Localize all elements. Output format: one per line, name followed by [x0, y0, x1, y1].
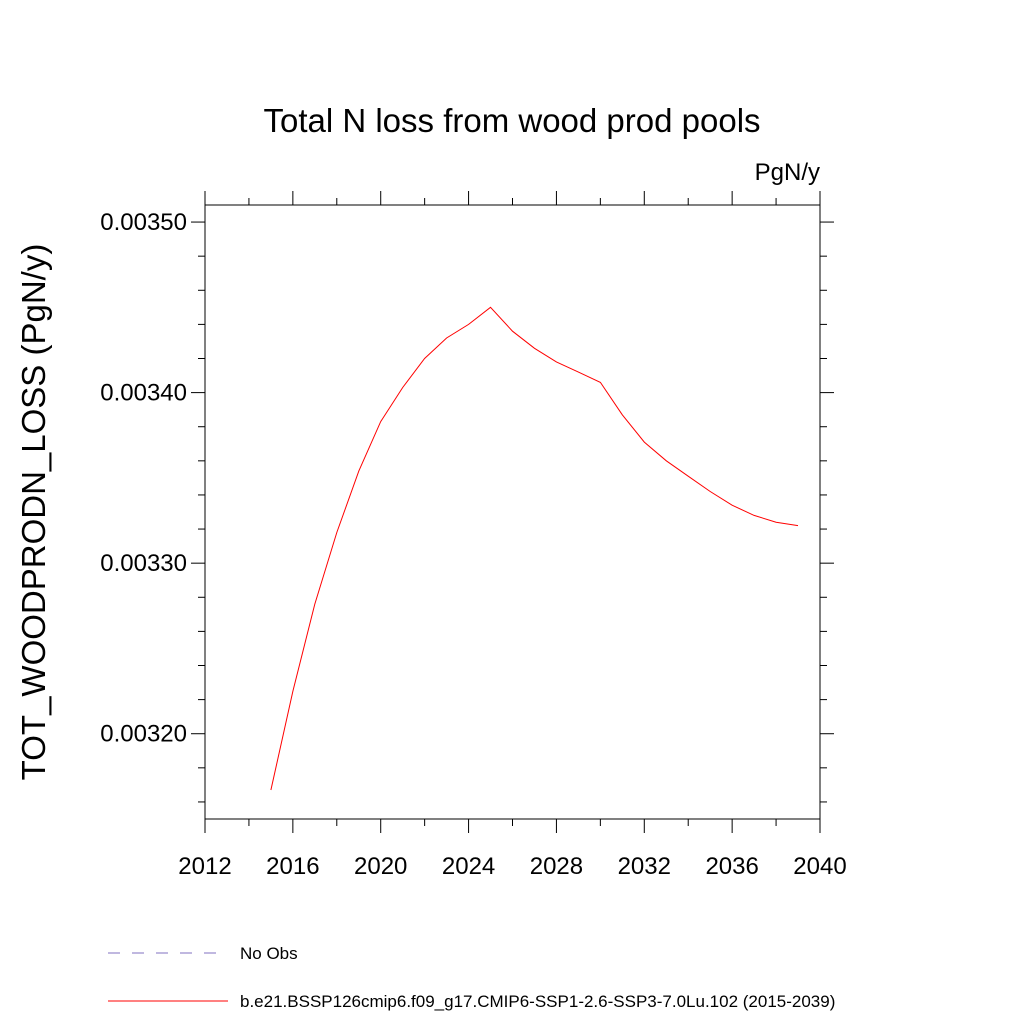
- x-tick-label: 2024: [442, 853, 495, 880]
- x-axis-tick-labels: 2012 2016 2020 2024 2028 2032 2036 2040: [178, 853, 846, 880]
- x-tick-label: 2012: [178, 853, 231, 880]
- x-axis-ticks: [204, 191, 821, 833]
- y-tick-label: 0.00340: [100, 380, 187, 407]
- y-tick-label: 0.00330: [100, 550, 187, 577]
- plot-frame: [204, 204, 821, 820]
- chart-title: Total N loss from wood prod pools: [263, 102, 760, 139]
- y-axis-label: TOT_WOODPRODN_LOSS (PgN/y): [15, 244, 52, 781]
- x-tick-label: 2040: [793, 853, 846, 880]
- y-tick-label: 0.00350: [100, 209, 187, 236]
- legend-label-model-run: b.e21.BSSP126cmip6.f09_g17.CMIP6-SSP1-2.…: [240, 992, 835, 1011]
- legend: No Obs b.e21.BSSP126cmip6.f09_g17.CMIP6-…: [108, 944, 835, 1011]
- x-tick-label: 2020: [354, 853, 407, 880]
- y-axis-ticks: [191, 221, 834, 803]
- x-tick-label: 2036: [705, 853, 758, 880]
- x-tick-label: 2032: [618, 853, 671, 880]
- series-layer: [270, 306, 799, 791]
- series-line: [270, 306, 799, 791]
- y-axis-tick-labels: 0.00320 0.00330 0.00340 0.00350: [100, 209, 187, 748]
- units-label: PgN/y: [755, 159, 820, 186]
- legend-label-no-obs: No Obs: [240, 944, 298, 963]
- x-tick-label: 2016: [266, 853, 319, 880]
- x-tick-label: 2028: [530, 853, 583, 880]
- y-tick-label: 0.00320: [100, 721, 187, 748]
